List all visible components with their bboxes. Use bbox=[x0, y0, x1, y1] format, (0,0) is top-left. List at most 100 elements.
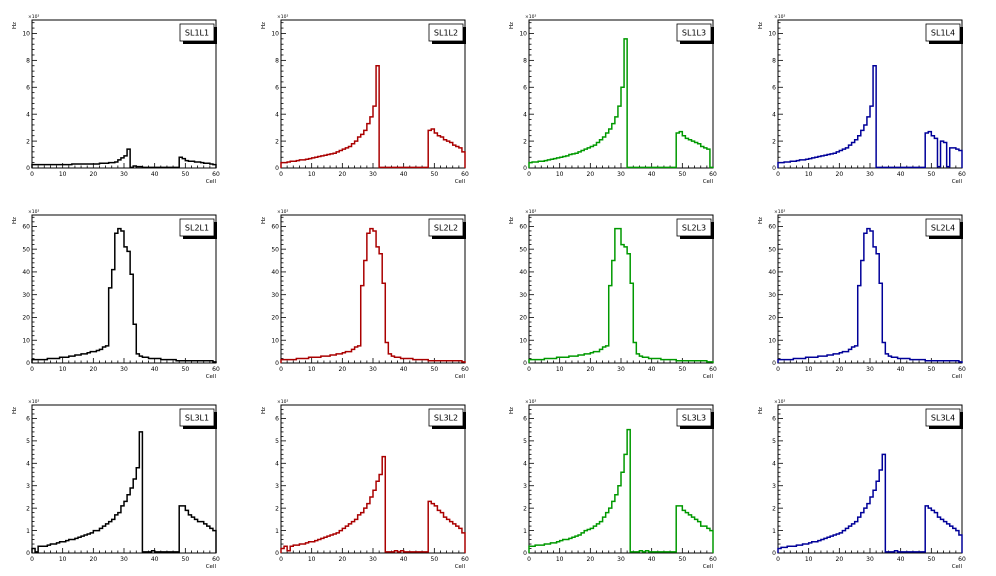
x-tick-label: 0 bbox=[527, 366, 531, 373]
y-tick-label: 4 bbox=[523, 461, 527, 468]
y-tick-label: 6 bbox=[275, 84, 279, 91]
y-tick-label: 10 bbox=[519, 337, 527, 344]
title-box bbox=[925, 23, 961, 42]
y-tick-label: 50 bbox=[22, 246, 30, 253]
x-tick-label: 20 bbox=[339, 366, 347, 373]
x-tick-label: 20 bbox=[339, 556, 347, 563]
x-tick-label: 40 bbox=[151, 171, 159, 178]
histogram-line bbox=[528, 38, 714, 169]
x-tick-label: 40 bbox=[648, 366, 656, 373]
chart-title: SL3L1 bbox=[185, 414, 209, 423]
histogram-line bbox=[31, 148, 217, 169]
x-tick-label: 60 bbox=[709, 556, 717, 563]
y-multiplier-label: ×10³ bbox=[277, 209, 288, 215]
x-tick-label: 30 bbox=[369, 556, 377, 563]
x-tick-label: 40 bbox=[400, 171, 408, 178]
y-tick-label: 50 bbox=[271, 246, 279, 253]
title-box bbox=[179, 408, 215, 427]
x-tick-label: 40 bbox=[400, 556, 408, 563]
y-tick-label: 60 bbox=[271, 224, 279, 231]
plot-frame bbox=[31, 19, 217, 169]
x-tick-label: 50 bbox=[928, 556, 936, 563]
y-tick-label: 5 bbox=[523, 438, 527, 445]
x-tick-label: 0 bbox=[279, 556, 283, 563]
y-tick-label: 5 bbox=[772, 438, 776, 445]
y-tick-label: 4 bbox=[26, 111, 30, 118]
x-tick-label: 30 bbox=[369, 366, 377, 373]
x-tick-label: 40 bbox=[897, 171, 905, 178]
histogram-line bbox=[280, 65, 466, 169]
y-tick-label: 0 bbox=[275, 360, 279, 367]
y-tick-label: 10 bbox=[271, 31, 279, 38]
histogram-panel-sl2l1: 0 10 20 30 40 50 60 0 10 20 30 40 50 60 SL2L1 Cell Hz ×10… bbox=[12, 209, 220, 380]
x-tick-label: 60 bbox=[212, 171, 220, 178]
plot-frame bbox=[777, 404, 963, 554]
histogram-panel-sl1l2: 0 2 4 6 8 10 0 10 20 30 40 50 60 SL1L2 Cell Hz ×10³ bbox=[261, 14, 469, 185]
y-tick-label: 30 bbox=[768, 292, 776, 299]
x-tick-label: 10 bbox=[59, 366, 67, 373]
x-tick-label: 40 bbox=[400, 366, 408, 373]
x-tick-label: 0 bbox=[527, 556, 531, 563]
histogram-line bbox=[31, 431, 217, 553]
y-tick-label: 8 bbox=[275, 58, 279, 65]
histogram-panel-sl1l1: 0 2 4 6 8 10 0 10 20 30 40 50 60 SL1L1 Cell Hz ×10³ bbox=[12, 14, 220, 185]
y-tick-label: 4 bbox=[275, 461, 279, 468]
x-tick-label: 10 bbox=[308, 171, 316, 178]
x-axis-label: Cell bbox=[206, 374, 217, 380]
title-box bbox=[428, 218, 464, 237]
y-tick-label: 10 bbox=[271, 337, 279, 344]
plot-frame bbox=[777, 214, 963, 364]
y-tick-label: 2 bbox=[523, 138, 527, 145]
x-tick-label: 30 bbox=[617, 556, 625, 563]
y-tick-label: 4 bbox=[523, 111, 527, 118]
y-tick-label: 8 bbox=[26, 58, 30, 65]
chart-title: SL2L2 bbox=[434, 224, 458, 233]
x-tick-label: 40 bbox=[151, 556, 159, 563]
title-box bbox=[428, 23, 464, 42]
y-tick-label: 10 bbox=[768, 337, 776, 344]
plot-frame bbox=[31, 404, 217, 554]
y-axis-label: Hz bbox=[261, 407, 267, 414]
chart-title: SL3L4 bbox=[931, 414, 955, 423]
y-tick-label: 6 bbox=[772, 416, 776, 423]
x-tick-label: 20 bbox=[587, 171, 595, 178]
y-tick-label: 60 bbox=[768, 224, 776, 231]
chart-title: SL2L3 bbox=[682, 224, 706, 233]
x-tick-label: 40 bbox=[897, 366, 905, 373]
x-tick-label: 50 bbox=[679, 366, 687, 373]
y-tick-label: 10 bbox=[768, 31, 776, 38]
x-tick-label: 20 bbox=[90, 556, 98, 563]
y-tick-label: 60 bbox=[22, 224, 30, 231]
y-multiplier-label: ×10³ bbox=[28, 14, 39, 20]
chart-title: SL1L1 bbox=[185, 29, 209, 38]
y-tick-label: 1 bbox=[275, 528, 279, 535]
y-tick-label: 2 bbox=[772, 138, 776, 145]
x-tick-label: 60 bbox=[709, 366, 717, 373]
y-tick-label: 20 bbox=[519, 315, 527, 322]
x-tick-label: 50 bbox=[679, 171, 687, 178]
x-tick-label: 50 bbox=[182, 366, 190, 373]
histogram-line bbox=[777, 227, 963, 363]
y-tick-label: 2 bbox=[275, 138, 279, 145]
y-tick-label: 3 bbox=[26, 483, 30, 490]
x-axis-label: Cell bbox=[455, 564, 466, 570]
y-axis-label: Hz bbox=[12, 217, 18, 224]
x-tick-label: 50 bbox=[182, 556, 190, 563]
y-tick-label: 5 bbox=[275, 438, 279, 445]
x-tick-label: 20 bbox=[587, 556, 595, 563]
x-tick-label: 60 bbox=[212, 556, 220, 563]
x-axis-label: Cell bbox=[952, 374, 963, 380]
y-tick-label: 8 bbox=[772, 58, 776, 65]
y-tick-label: 0 bbox=[523, 165, 527, 172]
y-multiplier-label: ×10³ bbox=[774, 14, 785, 20]
y-tick-label: 0 bbox=[275, 165, 279, 172]
x-tick-label: 10 bbox=[59, 171, 67, 178]
y-axis-label: Hz bbox=[758, 217, 764, 224]
x-axis-label: Cell bbox=[952, 564, 963, 570]
y-tick-label: 2 bbox=[26, 138, 30, 145]
y-tick-label: 50 bbox=[519, 246, 527, 253]
y-tick-label: 2 bbox=[275, 505, 279, 512]
plot-frame bbox=[280, 19, 466, 169]
x-tick-label: 60 bbox=[212, 366, 220, 373]
y-tick-label: 0 bbox=[523, 550, 527, 557]
